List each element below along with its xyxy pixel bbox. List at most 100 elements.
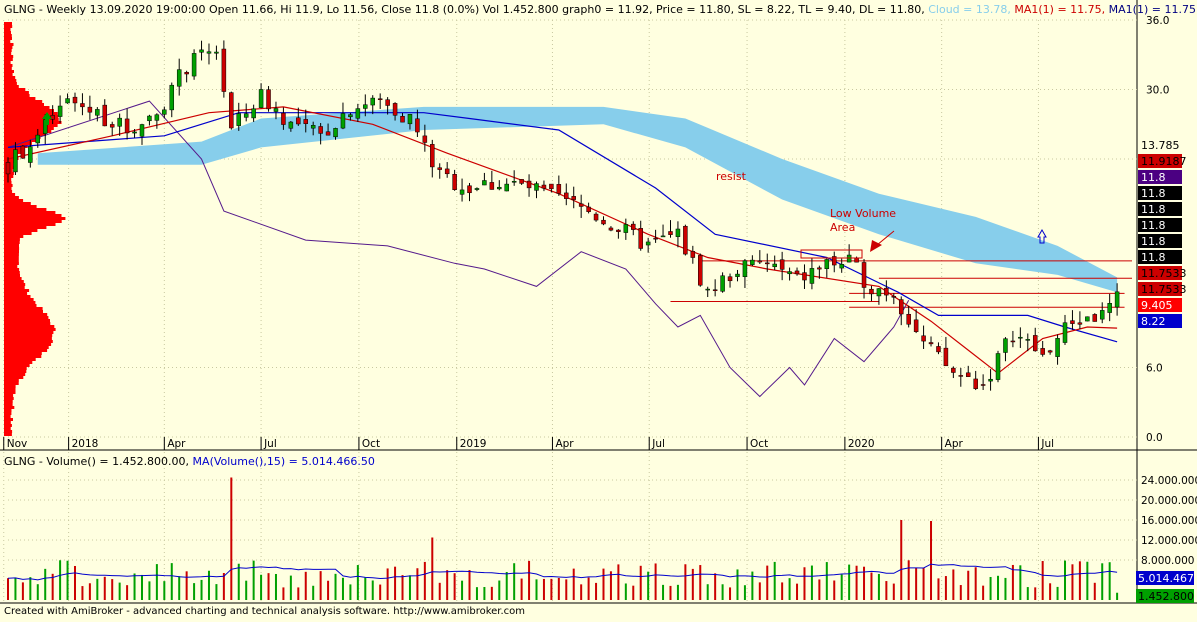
time-tick-label: Jul xyxy=(651,438,665,450)
header-seg-cloud: Cloud = 13.78, xyxy=(928,3,1014,16)
candle-body xyxy=(1040,348,1045,355)
profile-bar xyxy=(4,298,34,301)
profile-bar xyxy=(4,343,52,346)
axis-label-text: 11.7533 xyxy=(1141,267,1187,280)
candle-body xyxy=(1077,322,1083,325)
profile-bar xyxy=(4,55,14,58)
volume-tick-label: 24.000.000 xyxy=(1141,475,1197,487)
volume-tick-label: 16.000.000 xyxy=(1141,515,1197,527)
profile-bar xyxy=(4,280,24,283)
axis-label-box xyxy=(1138,266,1182,280)
axis-label-text: 11.9187 xyxy=(1141,155,1187,168)
profile-bar xyxy=(4,109,54,112)
profile-bar xyxy=(4,313,48,316)
volume-bar xyxy=(855,565,858,600)
volume-bar xyxy=(542,578,545,600)
candle-body xyxy=(1032,335,1038,352)
tenkan-line xyxy=(7,106,1118,375)
price-tick-label: 0.0 xyxy=(1146,432,1163,444)
time-tick-label: Oct xyxy=(362,438,380,450)
volume-bar xyxy=(877,573,880,600)
volume-bar xyxy=(989,576,992,600)
volume-axis-label-box xyxy=(1136,589,1194,603)
volume-bar xyxy=(1108,562,1111,600)
volume-bar xyxy=(364,577,367,600)
volume-bar xyxy=(609,571,612,600)
volume-axis-label-text: 5.014.467 xyxy=(1138,572,1194,585)
candle-body xyxy=(1099,310,1105,320)
candle-body xyxy=(169,84,175,111)
profile-bar xyxy=(4,160,16,163)
axis-label-text: 9.405 xyxy=(1141,299,1173,312)
volume-bar xyxy=(29,577,32,600)
candle-body xyxy=(407,114,413,125)
candle-body xyxy=(57,105,63,117)
volume-bar xyxy=(825,562,828,600)
volume-bar xyxy=(1034,587,1037,600)
volume-bar xyxy=(632,585,635,600)
profile-bar xyxy=(4,259,19,262)
candle-body xyxy=(668,231,673,235)
candle-body xyxy=(229,92,234,129)
volume-bar xyxy=(431,537,434,600)
time-tick-label: Jul xyxy=(1040,438,1054,450)
profile-bar xyxy=(4,190,13,193)
volume-bar xyxy=(1041,561,1044,600)
volume-bar xyxy=(379,584,382,600)
profile-bar xyxy=(4,430,13,433)
candle-body xyxy=(690,251,696,258)
volume-bar xyxy=(14,577,17,600)
profile-bar xyxy=(4,286,25,289)
candle-body xyxy=(1092,314,1098,322)
volume-bar xyxy=(818,579,821,600)
candle-body xyxy=(727,276,733,282)
axis-label-text: 13.785 xyxy=(1141,139,1180,152)
axis-label-text: 11.7533 xyxy=(1141,283,1187,296)
volume-bar xyxy=(260,574,263,600)
candle-body xyxy=(310,125,316,129)
volume-bar xyxy=(475,587,478,600)
candle-body xyxy=(266,89,271,110)
candle-body xyxy=(564,192,569,199)
profile-bar xyxy=(4,130,52,133)
candle-body xyxy=(132,131,137,134)
candle-body xyxy=(459,189,465,195)
volume-bar xyxy=(714,573,717,600)
volume-bar xyxy=(699,565,702,600)
volume-bar xyxy=(907,560,910,600)
axis-label-box xyxy=(1138,298,1182,312)
volume-bar xyxy=(773,561,776,600)
axis-label-text: 11.8 xyxy=(1141,203,1166,216)
resist-annotation: resist xyxy=(716,170,747,183)
volume-bar xyxy=(148,581,151,600)
axis-label-box xyxy=(1138,218,1182,232)
candle-body xyxy=(772,263,777,268)
candle-body xyxy=(1025,339,1031,341)
volume-bar xyxy=(200,579,203,600)
candle-body xyxy=(206,51,212,54)
volume-tick-label: 20.000.000 xyxy=(1141,495,1197,507)
candle-body xyxy=(333,128,338,138)
profile-bar xyxy=(4,367,27,370)
volume-bar xyxy=(1056,586,1059,600)
candle-body xyxy=(65,98,70,104)
candle-body xyxy=(191,53,197,77)
axis-label-box xyxy=(1138,170,1182,184)
axis-label-box xyxy=(1138,250,1182,264)
volume-bar xyxy=(885,581,888,600)
profile-bar xyxy=(4,79,17,82)
volume-bar xyxy=(170,563,173,600)
profile-bar xyxy=(4,154,18,157)
volume-bar xyxy=(639,565,642,600)
profile-bar xyxy=(4,64,13,67)
volume-bar xyxy=(602,568,605,600)
candle-body xyxy=(884,287,889,296)
profile-bar xyxy=(4,352,42,355)
profile-bar xyxy=(4,310,43,313)
volume-bar xyxy=(952,569,955,600)
candle-body xyxy=(251,108,256,119)
volume-bar xyxy=(438,582,441,600)
profile-bar xyxy=(4,373,26,376)
volume-bar xyxy=(528,560,531,600)
profile-bar xyxy=(4,127,54,130)
